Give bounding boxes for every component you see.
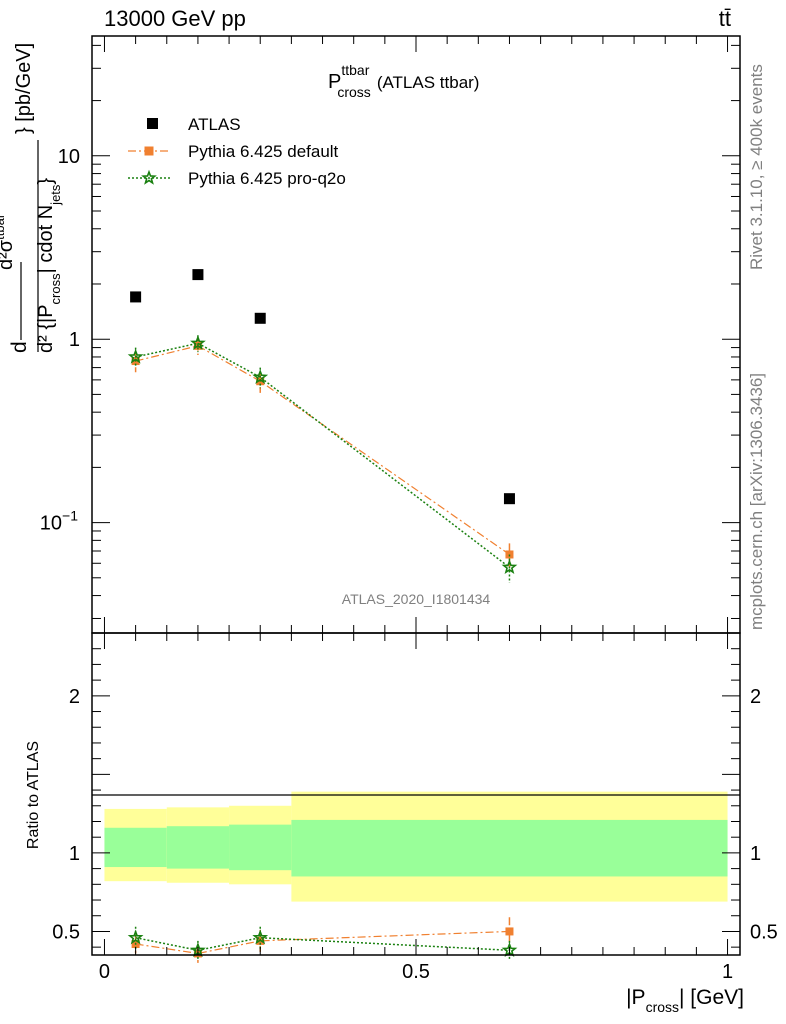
- ratio-y-tick-label-right: 2: [750, 686, 761, 708]
- plot-title-main: P: [328, 71, 341, 93]
- legend-label-proq2o: Pythia 6.425 pro-q2o: [188, 169, 346, 188]
- y-tick-label: 10−1: [40, 508, 78, 535]
- plot-title: Pttbar cross (ATLAS ttbar): [328, 62, 479, 100]
- main-y-axis-label: d d²σttbar d² {|Pcross| cdot Njets} } [p…: [0, 43, 63, 353]
- ratio-y-axis-label: Ratio to ATLAS: [25, 741, 42, 849]
- plot-title-sup: ttbar: [341, 62, 369, 78]
- x-tick-label: 0: [99, 961, 110, 983]
- x-axis-label: |Pcross| [GeV]: [626, 986, 744, 1015]
- y-tick-label: 1: [69, 329, 80, 351]
- ratio-y-tick-label-right: 1: [750, 843, 761, 865]
- main-point-pythia-6-425-pro-q2o: [252, 368, 269, 384]
- mcplots-label: mcplots.cern.ch [arXiv:1306.3436]: [747, 373, 766, 630]
- ratio-y-tick-label: 0.5: [52, 921, 80, 943]
- ratio-uncertainty-bands: [104, 791, 728, 902]
- legend-label-atlas: ATLAS: [188, 115, 241, 134]
- main-point-atlas: [254, 312, 266, 324]
- main-point-pythia-6-425-pro-q2o: [190, 334, 206, 350]
- main-point-pythia-6-425-pro-q2o: [501, 559, 518, 575]
- ratio-y-ticks: 0.5 0.5 1 1 2 2: [52, 648, 778, 948]
- ratio-data-layer: [127, 917, 518, 963]
- legend-star-shape: [141, 169, 157, 185]
- uncertainty-band-stat: [229, 824, 292, 871]
- main-point-pythia-6-425-pro-q2o: [127, 348, 144, 364]
- beam-label: 13000 GeV pp: [104, 6, 246, 31]
- legend-marker-default: [144, 146, 154, 156]
- legend-marker-proq2o: [141, 169, 157, 185]
- main-line-pythia-6-425-pro-q2o: [135, 342, 510, 568]
- main-line-pythia-6-425-default: [135, 345, 510, 555]
- ylabel-unit: } [pb/GeV]: [13, 43, 35, 134]
- main-point-atlas: [130, 291, 142, 303]
- main-point-atlas: [192, 269, 204, 281]
- uncertainty-band-stat: [166, 826, 230, 869]
- ratio-y-tick-label-right: 0.5: [750, 921, 778, 943]
- ylabel-denominator: d² {|Pcross| cdot Njets}: [35, 178, 63, 353]
- main-data-layer: [127, 269, 518, 583]
- x-tick-label: 0.5: [402, 961, 430, 983]
- ratio-point-pythia-6-425-pro-q2o: [252, 929, 269, 945]
- x-tick-label: 1: [722, 961, 733, 983]
- ratio-panel: 0 0.5 1 0.5 0.51 12 2 Ratio to ATLAS |Pcross|…: [25, 632, 778, 1015]
- ratio-x-ticks: 0 0.5 1: [99, 633, 733, 983]
- uncertainty-band-stat: [104, 827, 167, 868]
- plot-title-suffix: (ATLAS ttbar): [377, 73, 480, 92]
- legend-label-default: Pythia 6.425 default: [188, 142, 339, 161]
- plot-title-sub: cross: [337, 84, 370, 100]
- main-point-atlas: [503, 493, 515, 505]
- legend-marker-atlas: [147, 118, 158, 129]
- ratio-y-tick-label: 2: [69, 686, 80, 708]
- analysis-label: ATLAS_2020_I1801434: [342, 591, 491, 607]
- ratio-y-tick-label: 1: [69, 843, 80, 865]
- ratio-point-pythia-6-425-default: [505, 927, 514, 936]
- main-x-ticks: [103, 36, 729, 633]
- ratio-line-pythia-6-425-default: [135, 930, 510, 955]
- legend: ATLAS Pythia 6.425 default Pythia 6.425 …: [128, 115, 346, 188]
- ratio-point-pythia-6-425-pro-q2o: [127, 929, 144, 945]
- main-panel: 10−1 1 10 Pttbar cross (ATLAS ttbar) ATLAS_2…: [0, 35, 741, 634]
- ylabel-d: d: [8, 341, 31, 353]
- ylabel-numerator: d²σttbar: [0, 213, 17, 270]
- uncertainty-band-stat: [291, 819, 728, 877]
- process-label: tt̄: [719, 6, 731, 31]
- main-y-ticks: 10−1 1 10: [40, 44, 740, 619]
- rivet-version-label: Rivet 3.1.10, ≥ 400k events: [747, 64, 766, 270]
- y-tick-label: 10: [58, 146, 80, 168]
